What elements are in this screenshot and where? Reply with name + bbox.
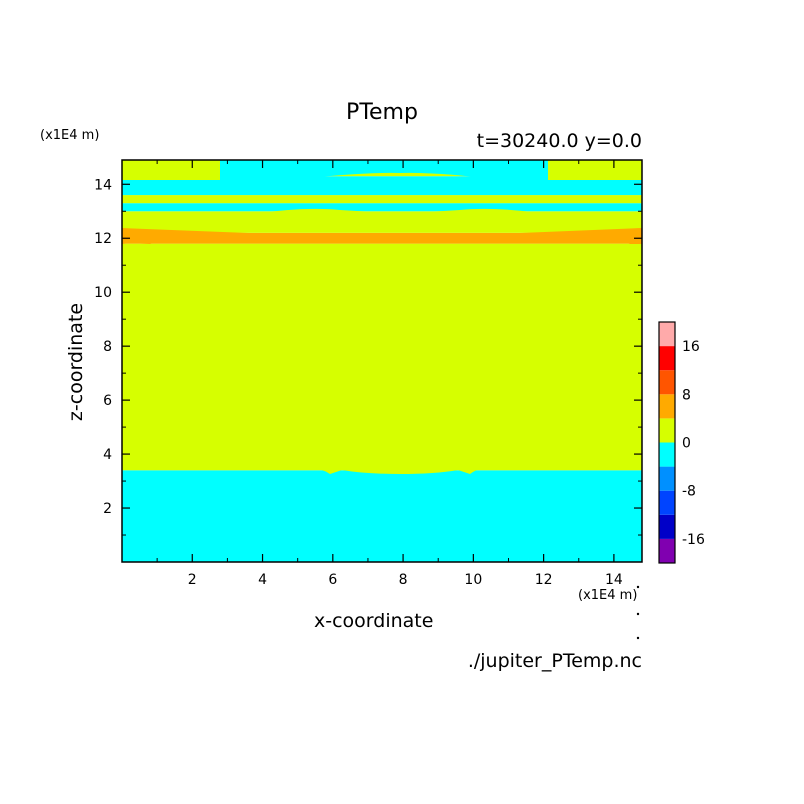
x-axis-scale-label: (x1E4 m) xyxy=(578,588,638,603)
contour-band-2 xyxy=(122,232,642,244)
colorbar-swatch xyxy=(659,466,675,491)
colorbar-tick-label: 8 xyxy=(682,387,691,403)
x-axis-label: x-coordinate xyxy=(314,610,434,632)
y-tick-label: 4 xyxy=(103,447,112,463)
colorbar-tick-label: 16 xyxy=(682,339,700,355)
y-tick-label: 2 xyxy=(103,501,112,517)
corner-markers xyxy=(636,585,640,640)
y-tick-label: 14 xyxy=(94,177,112,193)
x-tick-label: 2 xyxy=(188,572,197,588)
colorbar-swatch xyxy=(659,370,675,395)
lower-boundary-shape xyxy=(122,420,642,474)
contour-band-5 xyxy=(122,195,642,204)
left-orange-lobe xyxy=(122,228,300,244)
colorbar-swatch xyxy=(659,442,675,467)
contour-band-6 xyxy=(122,176,642,196)
colorbar-swatch xyxy=(659,394,675,419)
y-tick-label: 8 xyxy=(103,339,112,355)
colorbar-swatch xyxy=(659,322,675,347)
x-tick-label: 14 xyxy=(605,572,623,588)
upper-yellow-arch xyxy=(240,208,560,216)
top-left-yellow xyxy=(122,160,220,180)
contour-band-3 xyxy=(122,211,642,233)
top-cyan-cap xyxy=(122,160,548,181)
x-tick-label: 6 xyxy=(328,572,337,588)
x-tick-label: 10 xyxy=(464,572,482,588)
colorbar-swatch xyxy=(659,346,675,371)
colorbar-tick-label: -8 xyxy=(682,484,696,500)
contour-band-0 xyxy=(122,470,642,562)
colorbar-tick-label: 0 xyxy=(682,436,691,452)
colorbar-swatch xyxy=(659,514,675,539)
y-tick-label: 6 xyxy=(103,393,112,409)
chart-title: PTemp xyxy=(346,100,418,125)
source-file-label: ./jupiter_PTemp.nc xyxy=(467,650,642,672)
colorbar-swatch xyxy=(659,538,675,563)
y-tick-label: 10 xyxy=(94,285,112,301)
colorbar-frame xyxy=(658,321,676,564)
colorbar-swatch xyxy=(659,418,675,443)
colorbar: 16 8 0 -8 -16 xyxy=(658,321,705,564)
plot-frame xyxy=(121,159,643,563)
y-axis-ticks: 2 4 6 8 10 12 14 xyxy=(94,177,642,536)
chart-subtitle: t=30240.0 y=0.0 xyxy=(476,130,642,152)
plot-field xyxy=(122,160,642,562)
y-tick-label: 12 xyxy=(94,231,112,247)
x-tick-label: 12 xyxy=(535,572,553,588)
x-tick-label: 8 xyxy=(399,572,408,588)
colorbar-swatch xyxy=(659,490,675,515)
colorbar-tick-label: -16 xyxy=(682,532,705,548)
y-axis-scale-label: (x1E4 m) xyxy=(40,128,100,143)
top-right-yellow xyxy=(548,160,642,180)
x-axis-ticks: 2 4 6 8 10 12 14 xyxy=(156,160,623,588)
x-tick-label: 4 xyxy=(258,572,267,588)
contour-band-4 xyxy=(122,203,642,212)
right-orange-lobe xyxy=(470,228,642,244)
